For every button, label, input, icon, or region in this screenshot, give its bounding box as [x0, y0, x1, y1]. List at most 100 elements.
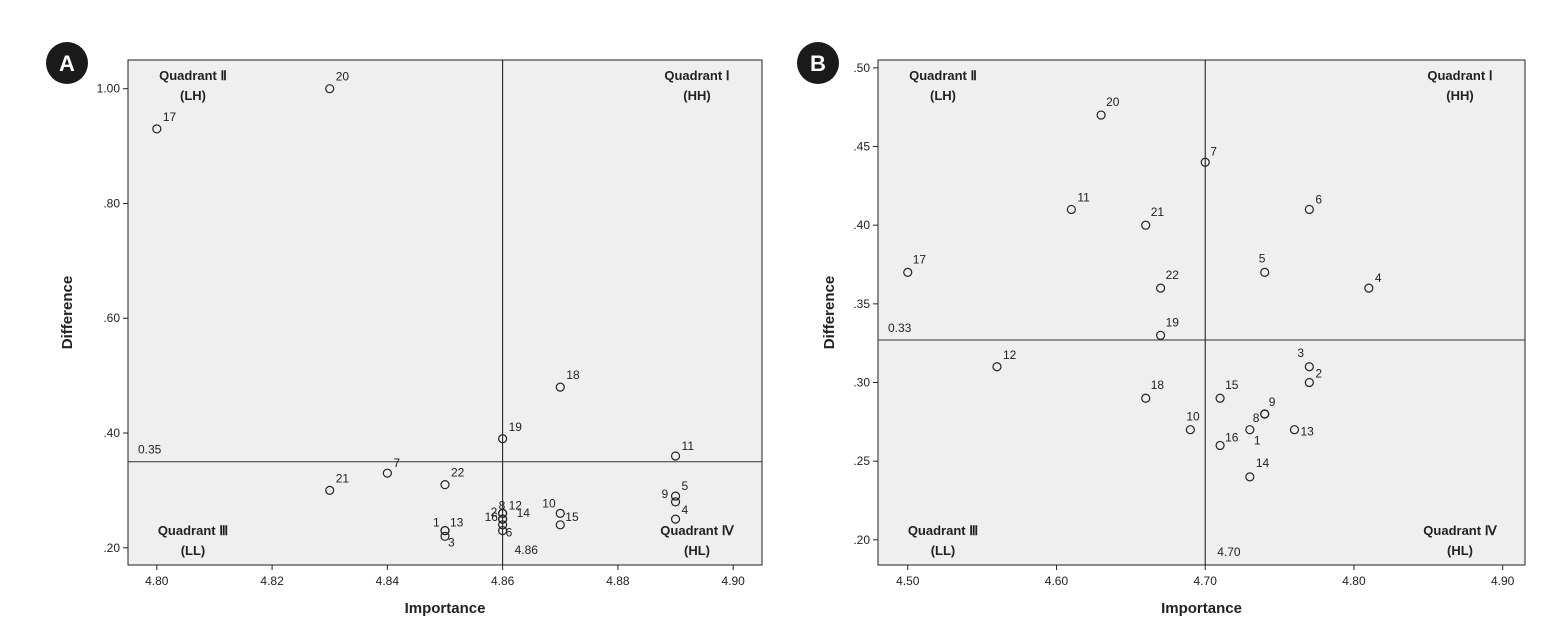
- quadrant-1-name: Quadrant Ⅰ: [1427, 68, 1492, 83]
- data-point: [1245, 425, 1255, 435]
- data-point-label: 13: [1300, 425, 1314, 439]
- data-point: [325, 84, 335, 94]
- y-tick-label: 1.00: [97, 82, 121, 96]
- y-tick-label: .20: [103, 541, 120, 555]
- quadrant-3-name: Quadrant Ⅲ: [158, 523, 228, 538]
- data-point-label: 18: [566, 368, 580, 382]
- data-point: [992, 362, 1002, 372]
- quadrant-3-code: (LL): [931, 543, 956, 558]
- data-point: [555, 520, 565, 530]
- data-point-label: 20: [336, 70, 350, 84]
- data-point: [1155, 330, 1166, 340]
- y-tick-label: .30: [853, 376, 870, 390]
- data-point-label: 3: [1297, 346, 1304, 360]
- data-point: [498, 525, 508, 536]
- data-point: [1215, 393, 1225, 403]
- data-point-label: 1: [1254, 434, 1261, 448]
- data-point: [670, 491, 681, 501]
- quadrant-4-name: Quadrant Ⅳ: [660, 523, 734, 538]
- data-point-label: 1: [433, 516, 440, 530]
- data-point-label: 10: [542, 496, 556, 510]
- data-point: [1304, 377, 1314, 388]
- y-tick-label: .35: [853, 297, 870, 311]
- y-tick-label: .60: [103, 311, 120, 325]
- hline-value-label: 0.35: [138, 443, 162, 457]
- data-point-label: 11: [1077, 190, 1090, 204]
- data-point-label: 7: [1210, 144, 1217, 158]
- data-point-label: 8: [1253, 411, 1260, 425]
- y-tick-label: .45: [853, 140, 870, 154]
- data-point-label: 2: [1315, 367, 1322, 381]
- data-point: [1155, 283, 1166, 293]
- y-axis-title: Difference: [59, 276, 76, 349]
- y-tick-label: .50: [853, 61, 870, 75]
- data-point-label: 8: [499, 498, 506, 512]
- y-tick-label: .40: [853, 218, 870, 232]
- y-tick-label: .25: [853, 454, 870, 468]
- data-point: [498, 520, 508, 530]
- data-point-label: 13: [450, 516, 464, 530]
- quadrant-2-code: (LH): [930, 88, 956, 103]
- data-point-label: 14: [517, 506, 531, 520]
- vline-value-label: 4.86: [515, 543, 539, 557]
- data-point-label: 22: [451, 466, 465, 480]
- y-tick-label: .20: [853, 533, 870, 547]
- data-point: [498, 508, 508, 518]
- data-point: [1364, 283, 1374, 293]
- x-tick-label: 4.80: [145, 574, 169, 588]
- data-point: [1304, 362, 1314, 372]
- quadrant-1-name: Quadrant Ⅰ: [664, 68, 729, 83]
- x-tick-label: 4.90: [1491, 574, 1515, 588]
- data-point: [1260, 267, 1270, 277]
- data-point-label: 12: [1003, 348, 1017, 362]
- quadrant-2-name: Quadrant Ⅱ: [909, 68, 977, 83]
- data-point-label: 4: [682, 503, 689, 517]
- x-tick-label: 4.80: [1342, 574, 1366, 588]
- data-point-label: 21: [336, 471, 350, 485]
- data-point-label: 9: [1269, 395, 1276, 409]
- panel-badge-circle: [797, 42, 839, 84]
- quadrant-4-name: Quadrant Ⅳ: [1423, 523, 1497, 538]
- x-axis-title: Importance: [1161, 600, 1242, 617]
- quadrant-2-code: (LH): [180, 88, 206, 103]
- data-point: [1185, 425, 1195, 435]
- data-point: [1260, 409, 1270, 419]
- data-point-label: 15: [565, 510, 579, 524]
- data-point: [670, 497, 681, 507]
- data-point: [498, 434, 508, 444]
- data-point: [1200, 157, 1210, 167]
- data-point-label: 10: [1186, 410, 1200, 424]
- quadrant-4-code: (HL): [1447, 543, 1473, 558]
- data-point: [1289, 425, 1300, 435]
- quadrant-3-name: Quadrant Ⅲ: [908, 523, 978, 538]
- data-point: [670, 514, 681, 524]
- data-point-label: 11: [682, 439, 695, 453]
- x-axis-title: Importance: [405, 600, 486, 617]
- data-point: [1066, 204, 1076, 215]
- vline-value-label: 4.70: [1217, 545, 1241, 559]
- data-point: [1304, 204, 1314, 215]
- hline-value-label: 0.33: [888, 321, 912, 335]
- panel-badge-label: B: [810, 51, 826, 76]
- data-point-label: 5: [1259, 251, 1266, 265]
- x-tick-label: 4.90: [722, 574, 746, 588]
- x-tick-label: 4.60: [1045, 574, 1069, 588]
- data-point: [382, 468, 392, 478]
- y-axis-title: Difference: [821, 276, 838, 349]
- data-point: [1245, 472, 1255, 482]
- data-point-label: 2: [491, 505, 498, 519]
- x-tick-label: 4.50: [896, 574, 920, 588]
- quadrant-4-code: (HL): [684, 543, 710, 558]
- quadrant-3-code: (LL): [181, 543, 206, 558]
- data-point: [1141, 220, 1151, 230]
- data-point: [325, 485, 335, 495]
- data-point-label: 17: [163, 110, 177, 124]
- data-point-label: 21: [1151, 205, 1165, 219]
- data-point-label: 19: [509, 420, 523, 434]
- panel-badge-label: A: [59, 51, 75, 76]
- data-point: [440, 531, 450, 541]
- data-point: [1141, 393, 1151, 403]
- chart-panel-b: 4.50 4.60 4.70 4.80 4.90 .20 .25 .30 .35 .40 .45 .5…: [780, 0, 1561, 639]
- data-point-label: 20: [1106, 95, 1120, 109]
- y-tick-label: .40: [103, 426, 120, 440]
